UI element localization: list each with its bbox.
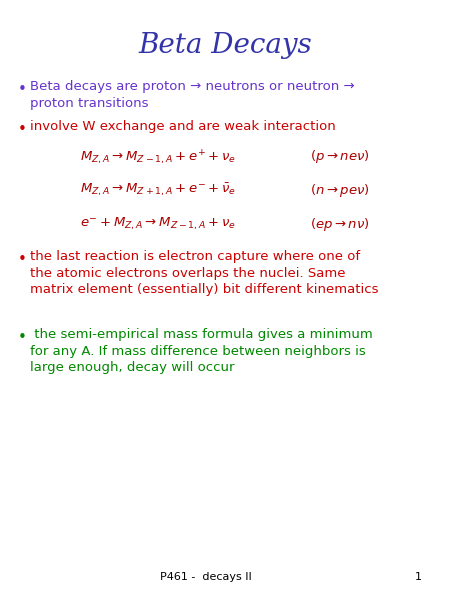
Text: $M_{Z,A} \rightarrow M_{Z-1,A} + e^{+} + \nu_e$: $M_{Z,A} \rightarrow M_{Z-1,A} + e^{+} +… bbox=[80, 148, 236, 167]
Text: $(n \rightarrow pe\nu)$: $(n \rightarrow pe\nu)$ bbox=[310, 182, 370, 199]
Text: •: • bbox=[18, 330, 27, 345]
Text: •: • bbox=[18, 252, 27, 267]
Text: Beta Decays: Beta Decays bbox=[138, 32, 312, 59]
Text: •: • bbox=[18, 122, 27, 137]
Text: involve W exchange and are weak interaction: involve W exchange and are weak interact… bbox=[30, 120, 336, 133]
Text: •: • bbox=[18, 82, 27, 97]
Text: P461 -  decays II: P461 - decays II bbox=[160, 572, 252, 582]
Text: $M_{Z,A} \rightarrow M_{Z+1,A} + e^{-} + \bar{\nu}_e$: $M_{Z,A} \rightarrow M_{Z+1,A} + e^{-} +… bbox=[80, 182, 236, 199]
Text: Beta decays are proton → neutrons or neutron →
proton transitions: Beta decays are proton → neutrons or neu… bbox=[30, 80, 355, 109]
Text: 1: 1 bbox=[415, 572, 422, 582]
Text: the semi-empirical mass formula gives a minimum
for any A. If mass difference be: the semi-empirical mass formula gives a … bbox=[30, 328, 373, 374]
Text: $e^{-} + M_{Z,A} \rightarrow M_{Z-1,A} + \nu_e$: $e^{-} + M_{Z,A} \rightarrow M_{Z-1,A} +… bbox=[80, 216, 236, 232]
Text: the last reaction is electron capture where one of
the atomic electrons overlaps: the last reaction is electron capture wh… bbox=[30, 250, 378, 296]
Text: $(p \rightarrow ne\nu)$: $(p \rightarrow ne\nu)$ bbox=[310, 148, 370, 165]
Text: $(ep \rightarrow n\nu)$: $(ep \rightarrow n\nu)$ bbox=[310, 216, 370, 233]
